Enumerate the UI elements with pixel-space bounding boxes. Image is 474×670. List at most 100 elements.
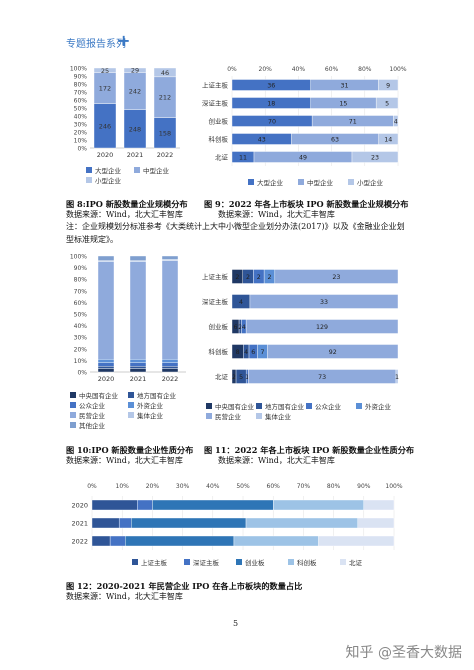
legend-label: 外资企业: [137, 401, 164, 410]
bar-segment: [378, 133, 399, 145]
data-label: 5: [239, 374, 243, 381]
category-label: 科创板: [209, 347, 229, 356]
fig8-source: 数据来源：Wind，北大汇丰智库: [66, 210, 183, 219]
fig10-source: 数据来源：Wind，北大汇丰智库: [66, 456, 183, 465]
legend-label: 北证: [349, 559, 363, 567]
legend-label: 民营企业: [215, 412, 242, 421]
category-label: 2021: [71, 519, 88, 527]
fig12-caption: 图 12：2020-2021 年民营企业 IPO 在各上市板块的数量占比: [66, 581, 303, 591]
bar-segment: [93, 67, 117, 73]
category-label: 北证: [215, 153, 229, 161]
legend-swatch: [70, 412, 76, 418]
y-tick-label: 60%: [74, 98, 88, 105]
legend-swatch: [86, 177, 92, 183]
data-label: 11: [239, 154, 247, 161]
category-label: 深证主板: [202, 297, 229, 306]
data-label: 2: [232, 374, 236, 381]
legend-swatch: [70, 392, 76, 398]
fig10-chart: 0% 10% 20% 30% 40% 50% 60% 70% 80% 90% 100% 2020 202…: [70, 254, 186, 430]
x-tick-label: 20%: [146, 483, 160, 490]
fig8-chart: 0%10%20%30%40%50%60%70%80%90%100% 2020 202…: [70, 66, 180, 185]
bar-segment: [161, 365, 179, 369]
bar-segment: [393, 115, 399, 127]
legend-swatch: [70, 422, 76, 428]
bar-segment: [97, 368, 115, 373]
data-label: 18: [267, 100, 275, 107]
data-label: 92: [329, 349, 337, 356]
data-label: 71: [349, 118, 357, 125]
data-label: 2: [267, 274, 271, 281]
bar-segment: [97, 365, 115, 369]
x-tick-label: 70%: [297, 483, 311, 490]
x-tick-label: 2022: [157, 151, 174, 159]
bar-segment: [129, 359, 147, 363]
data-label: 23: [371, 154, 379, 161]
y-tick-label: 70%: [74, 288, 88, 295]
data-label: 43: [258, 136, 266, 143]
x-tick-label: 60%: [325, 66, 339, 73]
legend-swatch: [184, 559, 190, 565]
x-tick-label: 2020: [98, 375, 115, 383]
x-tick-label: 50%: [236, 483, 250, 490]
x-tick-label: 2021: [130, 375, 147, 383]
bar-segment: [351, 151, 399, 163]
data-label: 33: [320, 299, 328, 306]
fig9-caption: 图 9：2022 年各上市板块 IPO 新股数量企业规模分布: [204, 199, 409, 209]
y-tick-label: 40%: [74, 114, 88, 121]
data-label: 2: [235, 274, 239, 281]
x-tick-label: 30%: [176, 483, 190, 490]
legend-label: 中型企业: [307, 178, 334, 187]
bar-segment: [161, 255, 179, 260]
bar-segment: [97, 255, 115, 261]
bar-segment: [97, 261, 115, 360]
data-label: 25: [101, 67, 109, 75]
x-tick-label: 40%: [292, 66, 306, 73]
category-label: 北证: [215, 373, 229, 381]
x-tick-label: 10%: [116, 483, 130, 490]
legend-label: 集体企业: [265, 412, 292, 421]
y-tick-label: 70%: [74, 90, 88, 97]
bar-segment: [131, 517, 247, 529]
bar-segment: [161, 260, 179, 360]
bar-segment: [129, 368, 147, 373]
x-tick-label: 20%: [259, 66, 273, 73]
legend-label: 地方国有企业: [265, 402, 305, 411]
y-tick-label: 80%: [74, 82, 88, 89]
x-tick-label: 2022: [162, 375, 179, 383]
y-tick-label: 0%: [77, 370, 87, 377]
category-label: 创业板: [209, 116, 229, 125]
legend-swatch: [348, 179, 354, 185]
bar-segment: [152, 499, 274, 511]
data-label: 15: [339, 100, 347, 107]
legend-swatch: [132, 559, 138, 565]
x-tick-label: 80%: [327, 483, 341, 490]
bar-segment: [395, 369, 399, 384]
data-label: 1: [395, 374, 399, 381]
data-label: 7: [260, 349, 264, 356]
y-tick-label: 80%: [74, 277, 88, 284]
legend-label: 地方国有企业: [137, 391, 177, 400]
bar-segment: [161, 359, 179, 363]
y-tick-label: 30%: [74, 335, 88, 342]
bar-segment: [153, 67, 177, 78]
data-label: 129: [316, 324, 328, 331]
legend-swatch: [236, 559, 242, 565]
legend-label: 上证主板: [141, 558, 168, 567]
data-label: 246: [99, 122, 111, 130]
data-label: 4: [244, 349, 248, 356]
legend-swatch: [134, 167, 140, 173]
legend-label: 公众企业: [315, 402, 342, 411]
data-label: 158: [159, 129, 171, 137]
x-tick-label: 80%: [358, 66, 372, 73]
legend-label: 小型企业: [95, 176, 122, 185]
bar-segment: [378, 79, 399, 91]
series-title: 专题报告系列: [66, 39, 126, 50]
x-tick-label: 0%: [87, 483, 97, 490]
data-label: 5: [385, 100, 389, 107]
fig12-source: 数据来源：Wind，北大汇丰智库: [66, 592, 183, 601]
x-tick-label: 2021: [127, 151, 144, 159]
x-tick-label: 90%: [357, 483, 371, 490]
data-label: 6: [251, 349, 255, 356]
bar-segment: [267, 344, 399, 359]
